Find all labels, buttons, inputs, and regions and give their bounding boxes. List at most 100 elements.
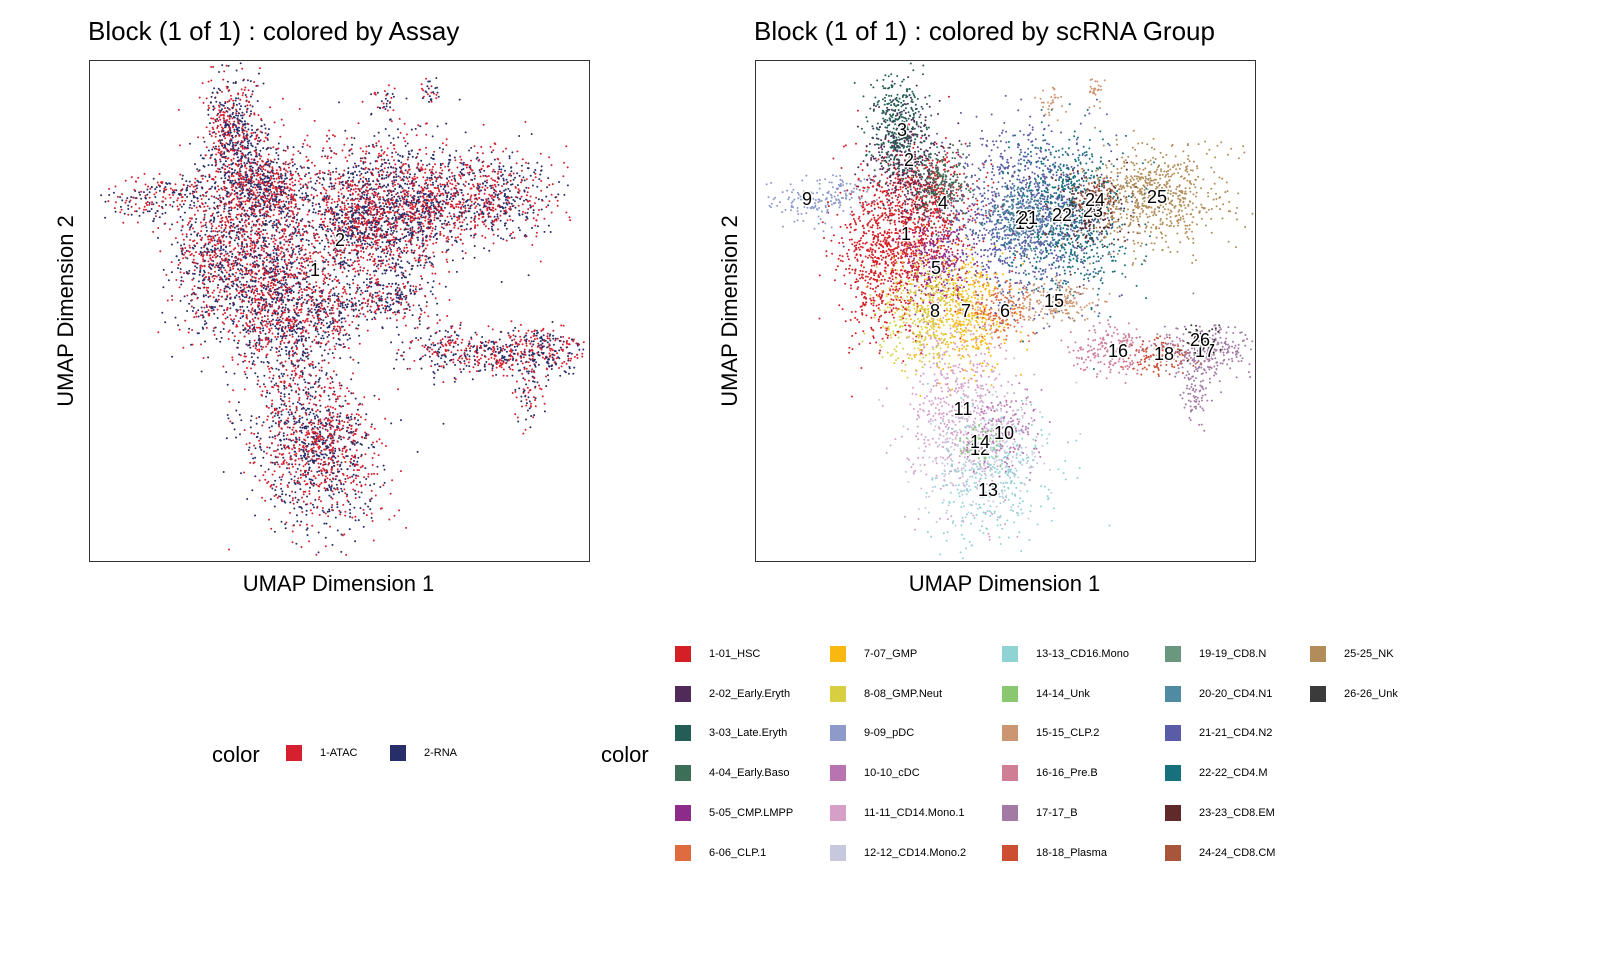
scatter-point — [225, 245, 228, 248]
scatter-point — [221, 145, 224, 147]
scatter-point — [166, 299, 169, 302]
scatter-point — [264, 269, 266, 272]
scatter-point — [236, 310, 238, 313]
scatter-point — [240, 152, 243, 155]
scatter-point — [188, 180, 191, 183]
scatter-point — [309, 482, 312, 485]
scatter-point — [134, 197, 137, 200]
scatter-point — [281, 235, 284, 238]
scatter-point — [144, 194, 147, 197]
scatter-point — [267, 365, 269, 368]
scatter-point — [246, 263, 249, 266]
scatter-point — [228, 244, 231, 247]
scatter-point — [238, 197, 241, 200]
scatter-point — [369, 484, 372, 487]
scatter-point — [318, 470, 321, 473]
scatter-point — [317, 551, 320, 554]
scatter-point — [247, 147, 250, 150]
scatter-point — [218, 149, 221, 152]
scatter-point — [235, 69, 238, 72]
scatter-point — [312, 366, 315, 369]
scatter-point — [281, 276, 284, 279]
scatter-point — [281, 174, 284, 177]
scatter-point — [292, 226, 295, 229]
scatter-point — [113, 207, 116, 210]
scatter-point — [329, 487, 332, 490]
scatter-point — [329, 411, 332, 414]
scatter-point — [301, 198, 304, 201]
scatter-point — [271, 399, 274, 402]
scatter-point — [320, 304, 323, 307]
scatter-point — [192, 196, 195, 199]
scatter-point — [270, 405, 273, 408]
scatter-point — [253, 242, 256, 244]
scatter-point — [231, 141, 234, 144]
scatter-point — [261, 233, 264, 236]
scatter-point — [325, 522, 328, 525]
scatter-point — [249, 263, 252, 266]
scatter-point — [338, 384, 341, 387]
scatter-point — [281, 500, 284, 503]
scatter-point — [216, 204, 219, 207]
scatter-point — [271, 312, 274, 315]
scatter-point — [268, 128, 270, 131]
scatter-point — [356, 286, 359, 289]
scatter-point — [237, 244, 240, 247]
scatter-point — [355, 413, 358, 416]
scatter-point — [215, 100, 218, 103]
scatter-point — [305, 409, 308, 412]
scatter-point — [306, 300, 309, 303]
scatter-point — [322, 282, 325, 285]
scatter-point — [298, 419, 300, 422]
scatter-point — [209, 157, 212, 160]
scatter-point — [301, 359, 304, 362]
scatter-point — [354, 456, 357, 459]
scatter-point — [268, 206, 271, 208]
scatter-point — [314, 173, 317, 176]
scatter-point — [342, 424, 345, 427]
scatter-point — [267, 406, 270, 409]
scatter-point — [349, 503, 352, 506]
scatter-point — [299, 327, 302, 330]
scatter-point — [267, 133, 270, 136]
scatter-point — [299, 268, 302, 270]
scatter-point — [189, 254, 192, 257]
scatter-point — [210, 117, 213, 120]
scatter-point — [341, 447, 344, 450]
scatter-point — [273, 191, 276, 194]
scatter-point — [214, 234, 217, 237]
scatter-point — [202, 254, 205, 257]
scatter-point — [205, 294, 207, 297]
scatter-point — [326, 510, 329, 513]
scatter-point — [266, 252, 269, 255]
scatter-point — [261, 424, 264, 427]
scatter-point — [205, 326, 208, 329]
scatter-point — [286, 273, 289, 276]
scatter-point — [233, 150, 236, 152]
scatter-point — [267, 285, 270, 288]
scatter-point — [279, 398, 282, 400]
scatter-point — [153, 217, 155, 220]
scatter-point — [209, 219, 212, 222]
scatter-point — [148, 196, 151, 199]
scatter-point — [282, 252, 285, 254]
scatter-point — [286, 317, 288, 320]
scatter-point — [307, 181, 310, 184]
scatter-point — [313, 397, 316, 400]
scatter-point — [330, 471, 333, 474]
scatter-point — [222, 266, 225, 269]
scatter-point — [175, 189, 178, 192]
scatter-point — [393, 514, 396, 517]
scatter-point — [269, 219, 272, 222]
scatter-point — [274, 260, 277, 263]
scatter-point — [311, 422, 314, 424]
scatter-point — [254, 330, 257, 333]
scatter-point — [310, 300, 313, 303]
scatter-point — [262, 383, 265, 386]
scatter-point — [335, 299, 338, 302]
scatter-point — [281, 317, 284, 320]
scatter-point — [354, 489, 357, 492]
scatter-point — [244, 215, 247, 218]
scatter-point — [247, 309, 250, 312]
scatter-point — [291, 249, 294, 252]
